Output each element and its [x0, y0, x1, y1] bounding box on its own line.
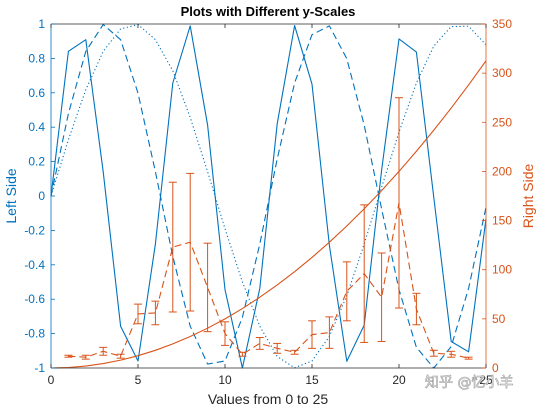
- y-left-tick-label: 0: [38, 189, 45, 203]
- errorbar-1: [64, 354, 73, 358]
- y-right-tick-label: 50: [492, 312, 506, 326]
- errorbar-8: [186, 172, 195, 312]
- errorbar-22: [429, 349, 438, 357]
- y-left-tick-label: -0.4: [24, 258, 45, 272]
- errorbar-12: [255, 337, 264, 350]
- y-left-tick-label: 0.8: [28, 51, 45, 65]
- errorbar-6: [151, 300, 160, 326]
- series-line-2: [50, 23, 487, 369]
- series-line-1: [50, 25, 487, 369]
- errorbar-4: [116, 353, 125, 359]
- series-line-5: [68, 202, 469, 359]
- series-line-4: [50, 60, 487, 369]
- errorbar-5: [134, 303, 142, 325]
- y-right-tick-label: 100: [492, 263, 512, 277]
- errorbar-9: [203, 242, 212, 333]
- errorbar-20: [395, 97, 403, 309]
- y-right-tick-label: 350: [492, 17, 512, 31]
- errorbar-16: [325, 316, 334, 349]
- errorbar-11: [238, 351, 247, 357]
- x-axis-label: Values from 0 to 25: [208, 391, 329, 407]
- y-left-tick-label: -0.8: [24, 327, 45, 341]
- errorbar-23: [447, 350, 456, 358]
- x-tick-label: 25: [479, 373, 493, 387]
- x-tick-label: 0: [48, 373, 55, 387]
- errorbar-15: [308, 320, 316, 349]
- y-left-tick-label: -0.2: [24, 223, 45, 237]
- y-right-tick-label: 150: [492, 214, 512, 228]
- errorbar-10: [221, 321, 229, 346]
- x-tick-label: 10: [218, 373, 232, 387]
- y-right-tick-label: 200: [492, 164, 512, 178]
- plot-area: [51, 24, 486, 368]
- chart-title: Plots with Different y-Scales: [181, 4, 356, 19]
- errorbar-14: [290, 349, 299, 355]
- y-left-tick-label: -0.6: [24, 292, 45, 306]
- x-tick-label: 5: [135, 373, 142, 387]
- errorbar-13: [273, 342, 282, 354]
- errorbar-18: [360, 204, 369, 343]
- errorbar-24: [464, 356, 473, 360]
- axes-layer: [50, 23, 487, 369]
- errorbar-3: [99, 346, 108, 356]
- y-left-tick-label: 0.2: [28, 155, 45, 169]
- y-left-tick-label: 1: [38, 17, 45, 31]
- y-right-tick-label: 250: [492, 115, 512, 129]
- errorbar-2: [81, 354, 90, 360]
- y-right-tick-label: 0: [492, 361, 499, 375]
- y-axis-label-left: Left Side: [3, 168, 19, 223]
- errorbar-7: [168, 181, 177, 313]
- series-layer: [50, 23, 487, 369]
- errorbar-21: [412, 292, 421, 326]
- y-right-tick-label: 300: [492, 66, 512, 80]
- x-tick-label: 20: [392, 373, 406, 387]
- ticks-layer: 0 5 10 15 20 25-1-0.8-0.6-0.4-0.200.20.40.60.…: [24, 17, 512, 387]
- errorbar-17: [342, 261, 351, 322]
- y-left-tick-label: 0.4: [28, 120, 45, 134]
- y-left-tick-label: 0.6: [28, 86, 45, 100]
- x-tick-label: 15: [305, 373, 319, 387]
- watermark: 知乎 @忆小羊: [425, 374, 513, 391]
- errorbar-19: [377, 252, 386, 342]
- series-line-3: [50, 23, 487, 369]
- y-left-tick-label: -1: [34, 361, 45, 375]
- y-axis-label-right: Right Side: [520, 163, 536, 228]
